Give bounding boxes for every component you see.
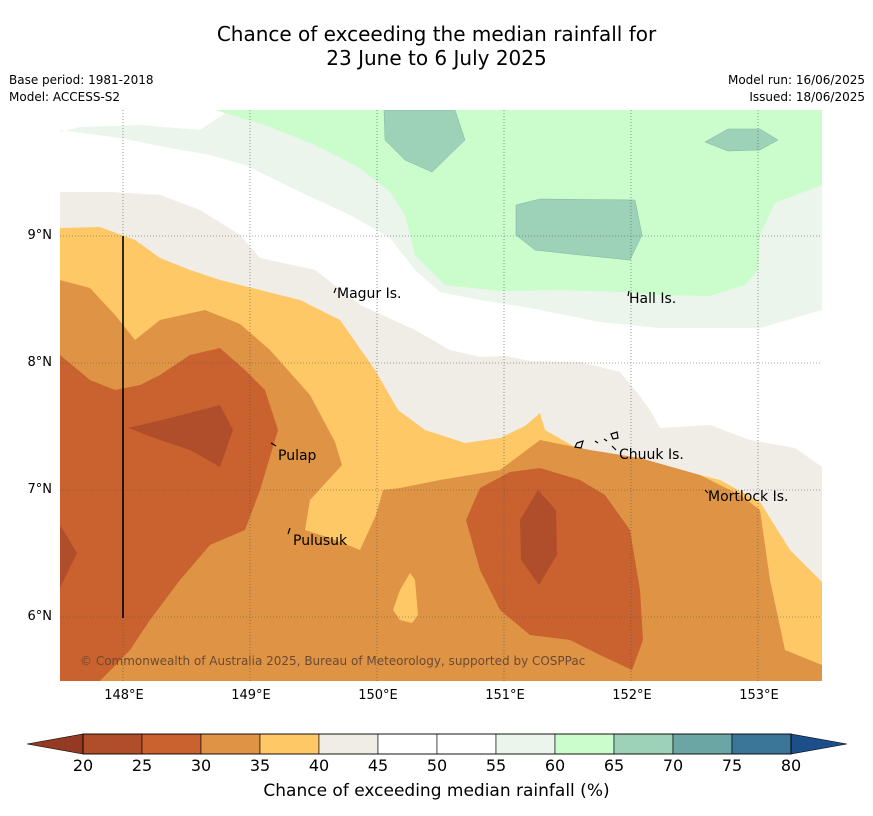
place-label-pulusuk: Pulusuk [293,533,348,549]
colorbar-cell [259,733,320,755]
colorbar-tick-label: 75 [721,756,743,775]
colorbar [26,733,848,755]
colorbar-cell [495,733,556,755]
colorbar-cell [436,733,497,755]
model-text: Model: ACCESS-S2 [9,90,121,104]
colorbar-tick-label: 30 [190,756,212,775]
x-tick-153: 153°E [739,688,779,703]
colorbar-tick-label: 40 [308,756,330,775]
colorbar-tick-label: 50 [426,756,448,775]
colorbar-cell [141,733,202,755]
x-tick-148: 148°E [104,688,144,703]
colorbar-tick-label: 65 [603,756,625,775]
colorbar-cell [613,733,674,755]
colorbar-cell [672,733,733,755]
colorbar-tick-label: 20 [72,756,94,775]
colorbar-tick-label: 60 [544,756,566,775]
band-20-25-coast [60,525,77,588]
colorbar-cell [200,733,261,755]
y-tick-8n: 8°N [27,355,53,370]
colorbar-tick-label: 45 [367,756,389,775]
colorbar-tick-label: 35 [249,756,271,775]
x-tick-149: 149°E [231,688,271,703]
title-line-1: Chance of exceeding the median rainfall … [216,22,657,46]
x-tick-152: 152°E [612,688,652,703]
place-label-pulap: Pulap [278,448,317,464]
colorbar-under-arrow [26,733,84,755]
x-tick-150: 150°E [358,688,398,703]
place-label-magur: Magur Is. [337,286,402,302]
band-25-30-east [466,468,643,670]
meta-right: Model run: 16/06/2025 Issued: 18/06/2025 [728,72,865,106]
colorbar-tick-label: 55 [485,756,507,775]
colorbar-label: Chance of exceeding median rainfall (%) [263,781,610,801]
colorbar-cell [731,733,792,755]
y-tick-6n: 6°N [27,609,53,624]
y-tick-9n: 9°N [27,228,53,243]
map-title: Chance of exceeding the median rainfall … [0,22,873,70]
band-20-25-west [128,405,233,467]
band-65-70-north [383,110,466,173]
colorbar-cell [554,733,615,755]
x-tick-151: 151°E [485,688,525,703]
island-marks [270,287,709,535]
place-label-chuuk: Chuuk Is. [619,447,684,463]
band-65-70-center [515,198,643,261]
rainfall-map: © Commonwealth of Australia 2025, Bureau… [60,110,822,681]
copyright-text: © Commonwealth of Australia 2025, Bureau… [80,654,585,668]
colorbar-cell [318,733,379,755]
colorbar-tick-label: 25 [131,756,153,775]
title-line-2: 23 June to 6 July 2025 [326,46,547,70]
band-60-65 [215,110,822,296]
colorbar-outline [82,733,792,755]
band-35-40-patch [393,573,418,623]
band-65-70-east [704,128,779,152]
colorbar-over-arrow [790,733,848,755]
place-label-hall: Hall Is. [629,291,676,307]
y-tick-7n: 7°N [27,482,53,497]
issued-text: Issued: 18/06/2025 [749,90,865,104]
colorbar-cell [377,733,438,755]
band-20-25-east [520,490,557,585]
meta-left: Base period: 1981-2018 Model: ACCESS-S2 [9,72,154,106]
colorbar-tick-label: 80 [780,756,802,775]
place-label-mortlock: Mortlock Is. [708,489,788,505]
model-run-text: Model run: 16/06/2025 [727,73,865,87]
base-period-text: Base period: 1981-2018 [9,73,154,87]
colorbar-cell [82,733,143,755]
colorbar-tick-label: 70 [662,756,684,775]
